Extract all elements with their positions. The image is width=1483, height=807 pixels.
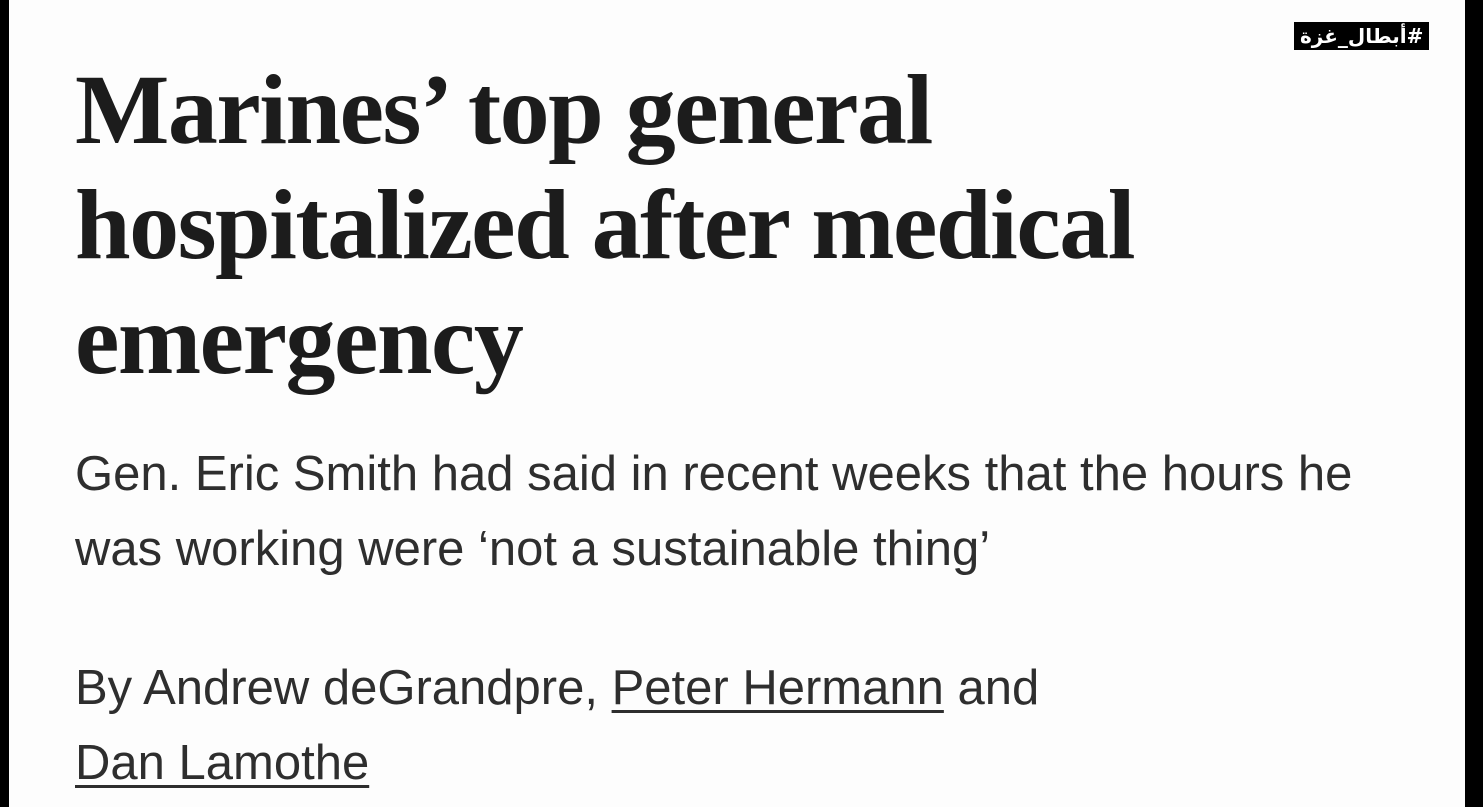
author-link-peter-hermann[interactable]: Peter Hermann [611,661,944,715]
subheadline: Gen. Eric Smith had said in recent weeks… [75,447,1353,576]
article-card: #أبطال_غزة Marines’ top general hospital… [9,0,1465,807]
byline-and: and [943,661,1040,715]
author-link-dan-lamothe[interactable]: Dan Lamothe [75,736,370,790]
byline-prefix: By Andrew deGrandpre, [75,661,612,715]
hashtag-watermark: #أبطال_غزة [1294,22,1430,50]
headline: Marines’ top general hospitalized after … [75,54,1136,395]
byline: By Andrew deGrandpre, Peter Hermann and … [75,651,1375,801]
